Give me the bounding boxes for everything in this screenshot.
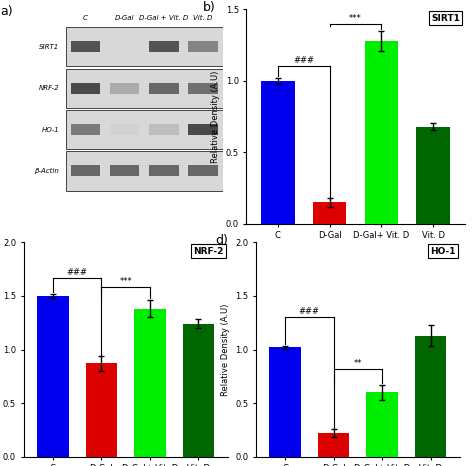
Bar: [149, 41, 179, 52]
Y-axis label: Relative Density (A.U): Relative Density (A.U): [211, 70, 220, 163]
Text: NRF-2: NRF-2: [38, 85, 59, 91]
Text: SIRT1: SIRT1: [431, 14, 460, 23]
Text: **: **: [354, 359, 362, 368]
Text: ***: ***: [119, 277, 132, 286]
Bar: [71, 41, 100, 52]
Bar: [66, 151, 223, 191]
Bar: [66, 110, 223, 149]
Bar: [189, 41, 218, 52]
Bar: [313, 202, 346, 224]
Bar: [110, 124, 139, 135]
Text: ***: ***: [349, 14, 362, 22]
Text: ###: ###: [299, 307, 320, 316]
Bar: [149, 165, 179, 177]
Text: HO-1: HO-1: [430, 247, 456, 256]
Bar: [86, 363, 117, 457]
Text: Vit. D: Vit. D: [193, 14, 213, 21]
Bar: [149, 82, 179, 94]
Text: ###: ###: [293, 56, 314, 65]
Bar: [415, 336, 447, 457]
Text: SIRT1: SIRT1: [39, 44, 59, 50]
Bar: [110, 165, 139, 177]
Bar: [261, 81, 294, 224]
Bar: [66, 27, 223, 66]
Text: a): a): [0, 5, 13, 18]
Text: D-Gal + Vit. D: D-Gal + Vit. D: [139, 14, 189, 21]
Text: D-Gal: D-Gal: [115, 14, 135, 21]
Bar: [149, 124, 179, 135]
Bar: [366, 392, 398, 457]
Bar: [134, 309, 165, 457]
Text: ###: ###: [66, 267, 88, 277]
Bar: [189, 82, 218, 94]
Bar: [182, 324, 214, 457]
Bar: [189, 165, 218, 177]
Bar: [318, 433, 349, 457]
Bar: [71, 82, 100, 94]
Bar: [189, 124, 218, 135]
Text: NRF-2: NRF-2: [193, 247, 223, 256]
Bar: [71, 165, 100, 177]
Bar: [365, 41, 398, 224]
Text: HO-1: HO-1: [42, 127, 59, 132]
Text: β-Actin: β-Actin: [35, 168, 59, 174]
Bar: [37, 296, 69, 457]
Bar: [110, 82, 139, 94]
Bar: [269, 347, 301, 457]
Bar: [66, 69, 223, 108]
Y-axis label: Relative Density (A.U): Relative Density (A.U): [220, 303, 229, 396]
Text: d): d): [215, 234, 228, 247]
Bar: [417, 126, 450, 224]
Text: C: C: [83, 14, 88, 21]
Bar: [71, 124, 100, 135]
Text: b): b): [203, 1, 216, 14]
